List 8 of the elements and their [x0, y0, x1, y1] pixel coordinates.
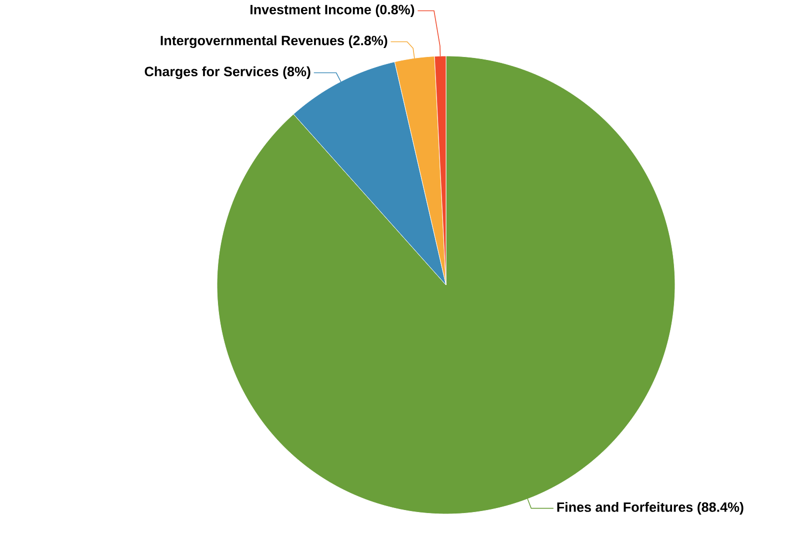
slice-label: Fines and Forfeitures	[557, 502, 693, 512]
slice-label: Investment Income	[250, 4, 371, 14]
data-label: (88.4%)	[698, 502, 744, 515]
slice-label: Charges for Services	[144, 66, 278, 80]
data-label: (8%)	[283, 66, 310, 79]
data-label: (0.8%)	[376, 4, 414, 18]
data-label: (2.8%)	[348, 35, 388, 48]
slice-label: Intergovernmental Revenues	[160, 35, 344, 48]
